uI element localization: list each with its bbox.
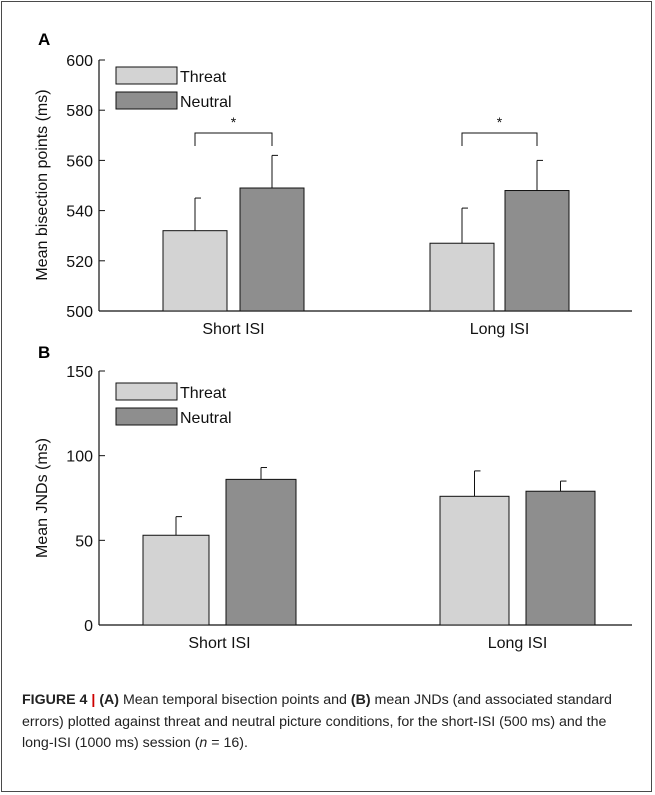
x-category-label: Short ISI <box>188 635 250 652</box>
legend-swatch-neutral <box>115 407 178 426</box>
y-tick-label: 0 <box>84 618 93 635</box>
legend-swatch-neutral <box>115 91 178 110</box>
x-category-label: Long ISI <box>488 635 548 652</box>
bar-neutral <box>225 478 297 626</box>
y-tick-label: 100 <box>66 449 93 466</box>
y-tick-label: 50 <box>75 533 93 550</box>
bar-neutral <box>504 190 570 312</box>
x-category-label: Long ISI <box>470 321 530 338</box>
bar-threat <box>429 242 495 312</box>
legend-label-threat: Threat <box>180 385 227 402</box>
significance-bracket <box>194 132 273 146</box>
y-tick-label: 150 <box>66 364 93 381</box>
caption-text-1: Mean temporal bisection points and <box>119 692 351 708</box>
significance-bracket <box>461 132 538 146</box>
y-tick-label: 540 <box>66 204 93 221</box>
bar-threat <box>142 534 210 626</box>
figure-caption: FIGURE 4 | (A) Mean temporal bisection p… <box>22 690 637 755</box>
legend-label-threat: Threat <box>180 69 227 86</box>
y-tick-label: 520 <box>66 254 93 271</box>
caption-n-symbol: n <box>199 735 208 751</box>
panel-letter-b: B <box>38 343 50 362</box>
legend-label-neutral: Neutral <box>180 94 232 111</box>
significance-star: * <box>231 114 237 130</box>
legend-label-neutral: Neutral <box>180 410 232 427</box>
caption-separator: | <box>91 692 96 708</box>
legend-swatch-threat <box>115 382 178 401</box>
x-category-label: Short ISI <box>202 321 264 338</box>
y-axis-label: Mean bisection points (ms) <box>34 89 51 280</box>
y-tick-label: 600 <box>66 53 93 70</box>
bar-neutral <box>239 187 305 312</box>
significance-star: * <box>497 114 503 130</box>
y-tick-label: 500 <box>66 304 93 321</box>
legend-swatch-threat <box>115 66 178 85</box>
y-axis-label: Mean JNDs (ms) <box>34 438 51 558</box>
caption-panel-b: (B) <box>350 692 371 708</box>
caption-text-2: mean JNDs (and associated standard error… <box>22 692 612 751</box>
y-tick-label: 560 <box>66 153 93 170</box>
caption-text-3: = 16). <box>207 735 248 751</box>
bar-threat <box>162 230 228 312</box>
caption-figure-label: FIGURE 4 <box>22 692 88 708</box>
bar-threat <box>439 495 510 626</box>
bar-neutral <box>525 490 596 626</box>
panel-letter-a: A <box>38 30 50 49</box>
caption-panel-a: (A) <box>99 692 120 708</box>
y-tick-label: 580 <box>66 103 93 120</box>
